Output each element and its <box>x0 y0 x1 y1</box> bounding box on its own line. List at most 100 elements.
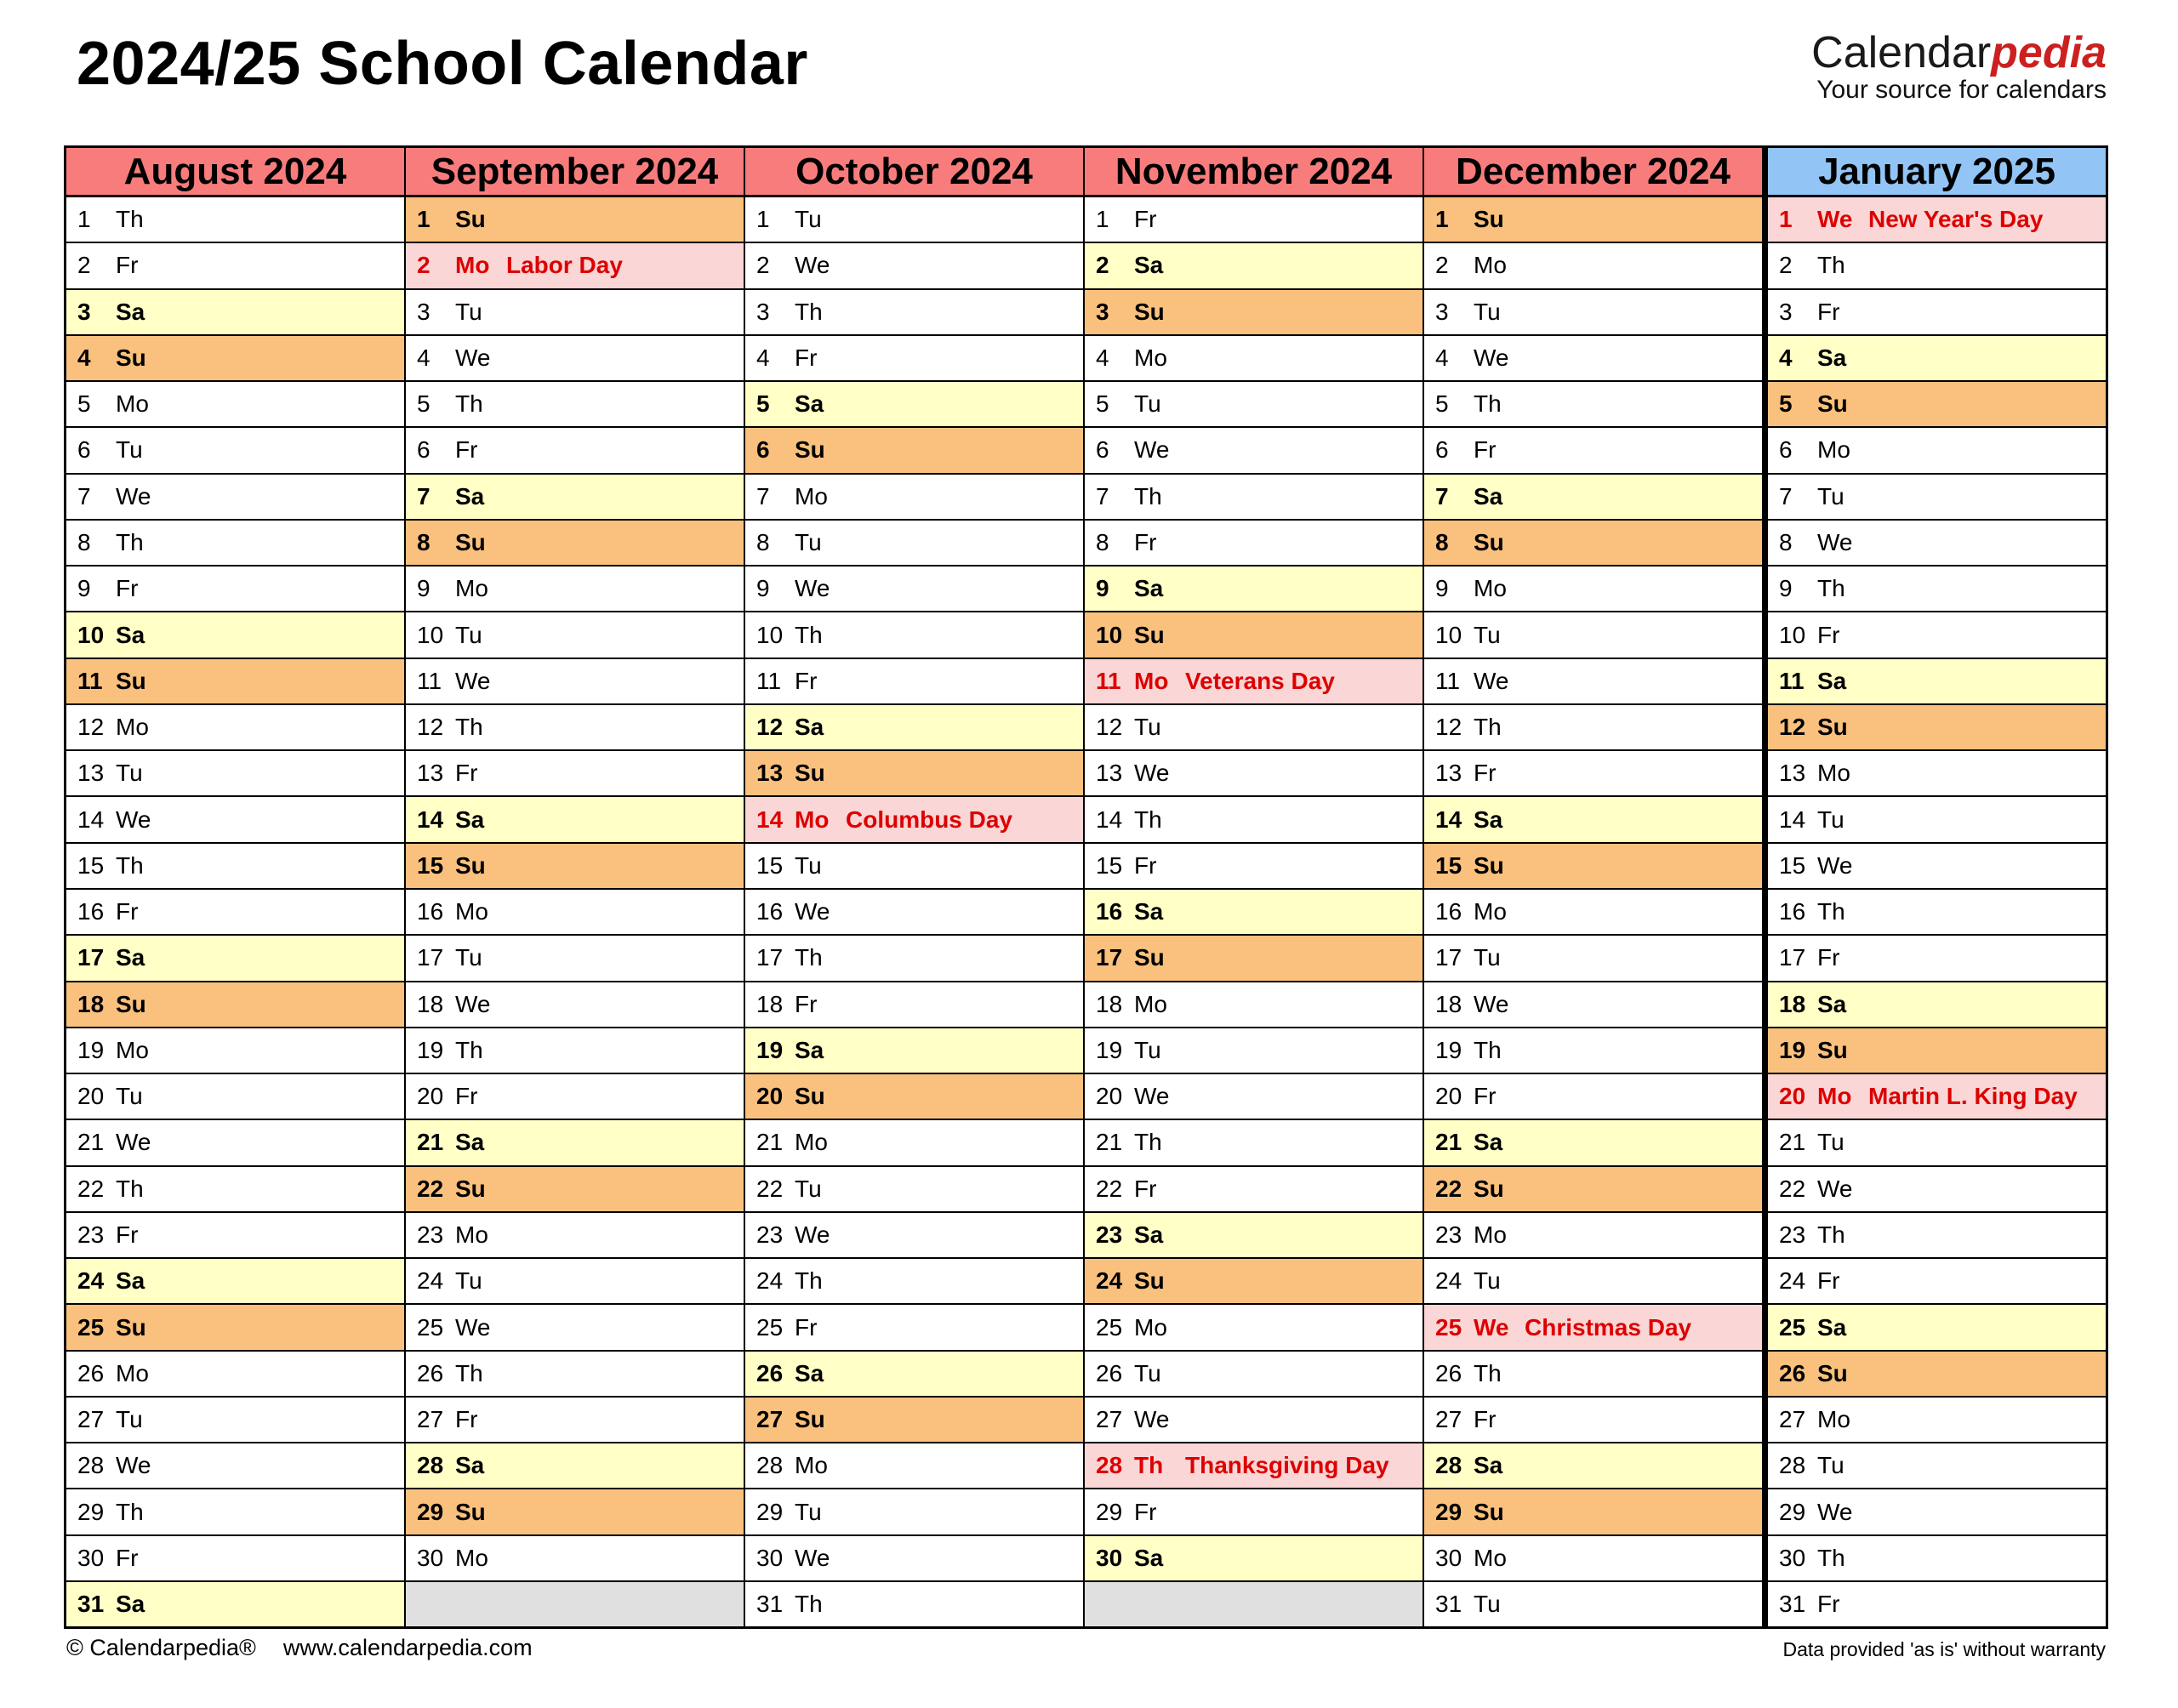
day-number: 29 <box>1435 1498 1462 1525</box>
day-number: 13 <box>77 760 105 787</box>
weekday-abbrev: Sa <box>116 621 145 648</box>
weekday-abbrev: We <box>1817 1498 1853 1525</box>
logo-tagline: Your source for calendars <box>1816 76 2107 104</box>
weekday-abbrev: Tu <box>1817 1452 1844 1479</box>
holiday-label: Christmas Day <box>1525 1313 1692 1341</box>
day-cell: 25 Mo <box>1085 1303 1423 1350</box>
weekday-abbrev: We <box>795 252 830 279</box>
weekday-abbrev: Sa <box>1134 898 1164 925</box>
day-cell: 27 Su <box>745 1395 1083 1443</box>
month-header: August 2024 <box>66 148 404 197</box>
day-cell: 11 Fr <box>745 657 1083 703</box>
day-cell: 3 Su <box>1085 288 1423 334</box>
weekday-abbrev: Mo <box>1474 1544 1507 1571</box>
weekday-abbrev: Sa <box>455 482 485 510</box>
day-number: 22 <box>1096 1175 1123 1202</box>
day-number: 31 <box>1779 1591 1806 1618</box>
day-number: 24 <box>1779 1267 1806 1295</box>
day-number: 24 <box>417 1267 444 1295</box>
day-number: 12 <box>417 714 444 741</box>
day-number: 29 <box>417 1498 444 1525</box>
day-cell: 14 Tu <box>1768 795 2106 842</box>
day-cell: 20 Su <box>745 1073 1083 1119</box>
day-number: 4 <box>1096 344 1109 371</box>
weekday-abbrev: Sa <box>1474 806 1503 833</box>
day-cell: 1 We New Year's Day <box>1768 197 2106 242</box>
weekday-abbrev: Fr <box>1474 760 1497 787</box>
day-number: 28 <box>77 1452 105 1479</box>
day-cell: 9 Sa <box>1085 565 1423 612</box>
day-number: 15 <box>417 851 444 879</box>
day-number: 15 <box>1779 851 1806 879</box>
weekday-abbrev: Sa <box>455 1452 485 1479</box>
day-number: 20 <box>756 1083 784 1110</box>
day-cell: 10 Su <box>1085 611 1423 658</box>
weekday-abbrev: We <box>1817 528 1853 555</box>
weekday-abbrev: Th <box>1134 1452 1164 1479</box>
day-cell: 24 Tu <box>406 1257 744 1304</box>
weekday-abbrev: Mo <box>1474 575 1507 602</box>
day-number: 27 <box>1779 1406 1806 1433</box>
day-cell: 3 Tu <box>1424 288 1762 334</box>
weekday-abbrev: Su <box>795 436 825 464</box>
day-cell: 11 Sa <box>1768 657 2106 703</box>
day-cell: 6 Mo <box>1768 426 2106 473</box>
day-number: 9 <box>1096 575 1109 602</box>
day-cell: 13 Fr <box>406 749 744 796</box>
day-number: 17 <box>1435 944 1462 971</box>
day-number: 21 <box>1096 1129 1123 1156</box>
day-number: 5 <box>1096 390 1109 418</box>
day-cell: 18 We <box>1424 980 1762 1027</box>
day-cell: 18 Mo <box>1085 980 1423 1027</box>
day-number: 4 <box>1435 344 1449 371</box>
day-cell: 30 Mo <box>406 1534 744 1580</box>
day-cell: 30 Th <box>1768 1534 2106 1580</box>
weekday-abbrev: Fr <box>455 1083 478 1110</box>
day-cell: 13 We <box>1085 749 1423 796</box>
weekday-abbrev: Th <box>116 206 144 233</box>
weekday-abbrev: Th <box>1817 898 1845 925</box>
day-cell: 15 Su <box>1424 841 1762 888</box>
day-cell: 10 Fr <box>1768 611 2106 658</box>
day-cell: 28 Sa <box>406 1442 744 1489</box>
day-number: 23 <box>756 1221 784 1248</box>
day-cell: 23 We <box>745 1210 1083 1258</box>
day-cell: 25 We <box>406 1303 744 1350</box>
day-number: 24 <box>77 1267 105 1295</box>
day-number: 28 <box>417 1452 444 1479</box>
day-cell: 26 Su <box>1768 1349 2106 1396</box>
day-number: 10 <box>1435 621 1462 648</box>
day-number: 26 <box>77 1359 105 1386</box>
day-cell: 24 Tu <box>1424 1257 1762 1304</box>
month-header: January 2025 <box>1768 148 2106 197</box>
day-number: 7 <box>417 482 430 510</box>
day-number: 19 <box>1779 1036 1806 1063</box>
weekday-abbrev: Tu <box>116 760 143 787</box>
day-cell: 25 Fr <box>745 1303 1083 1350</box>
weekday-abbrev: Sa <box>1134 575 1164 602</box>
weekday-abbrev: Sa <box>1817 990 1847 1017</box>
copyright-text: © Calendarpedia® <box>66 1635 256 1660</box>
weekday-abbrev: Su <box>455 851 486 879</box>
day-number: 18 <box>417 990 444 1017</box>
weekday-abbrev: Sa <box>795 1359 824 1386</box>
day-number: 22 <box>1779 1175 1806 1202</box>
day-number: 23 <box>1096 1221 1123 1248</box>
day-number: 2 <box>1435 252 1449 279</box>
day-number: 29 <box>1779 1498 1806 1525</box>
day-number: 16 <box>756 898 784 925</box>
day-number: 11 <box>756 667 782 694</box>
day-number: 2 <box>756 252 770 279</box>
weekday-abbrev: We <box>1817 206 1853 233</box>
weekday-abbrev: Th <box>1134 806 1162 833</box>
day-cell: 17 Th <box>745 934 1083 981</box>
weekday-abbrev: We <box>795 1544 830 1571</box>
day-cell: 15 We <box>1768 841 2106 888</box>
day-cell: 8 Su <box>1424 518 1762 566</box>
weekday-abbrev: Tu <box>1817 1129 1844 1156</box>
day-cell: 5 Th <box>1424 380 1762 427</box>
day-number: 23 <box>77 1221 105 1248</box>
day-cell: 31 Tu <box>1424 1580 1762 1627</box>
weekday-abbrev: Th <box>1474 390 1502 418</box>
day-number: 9 <box>756 575 770 602</box>
